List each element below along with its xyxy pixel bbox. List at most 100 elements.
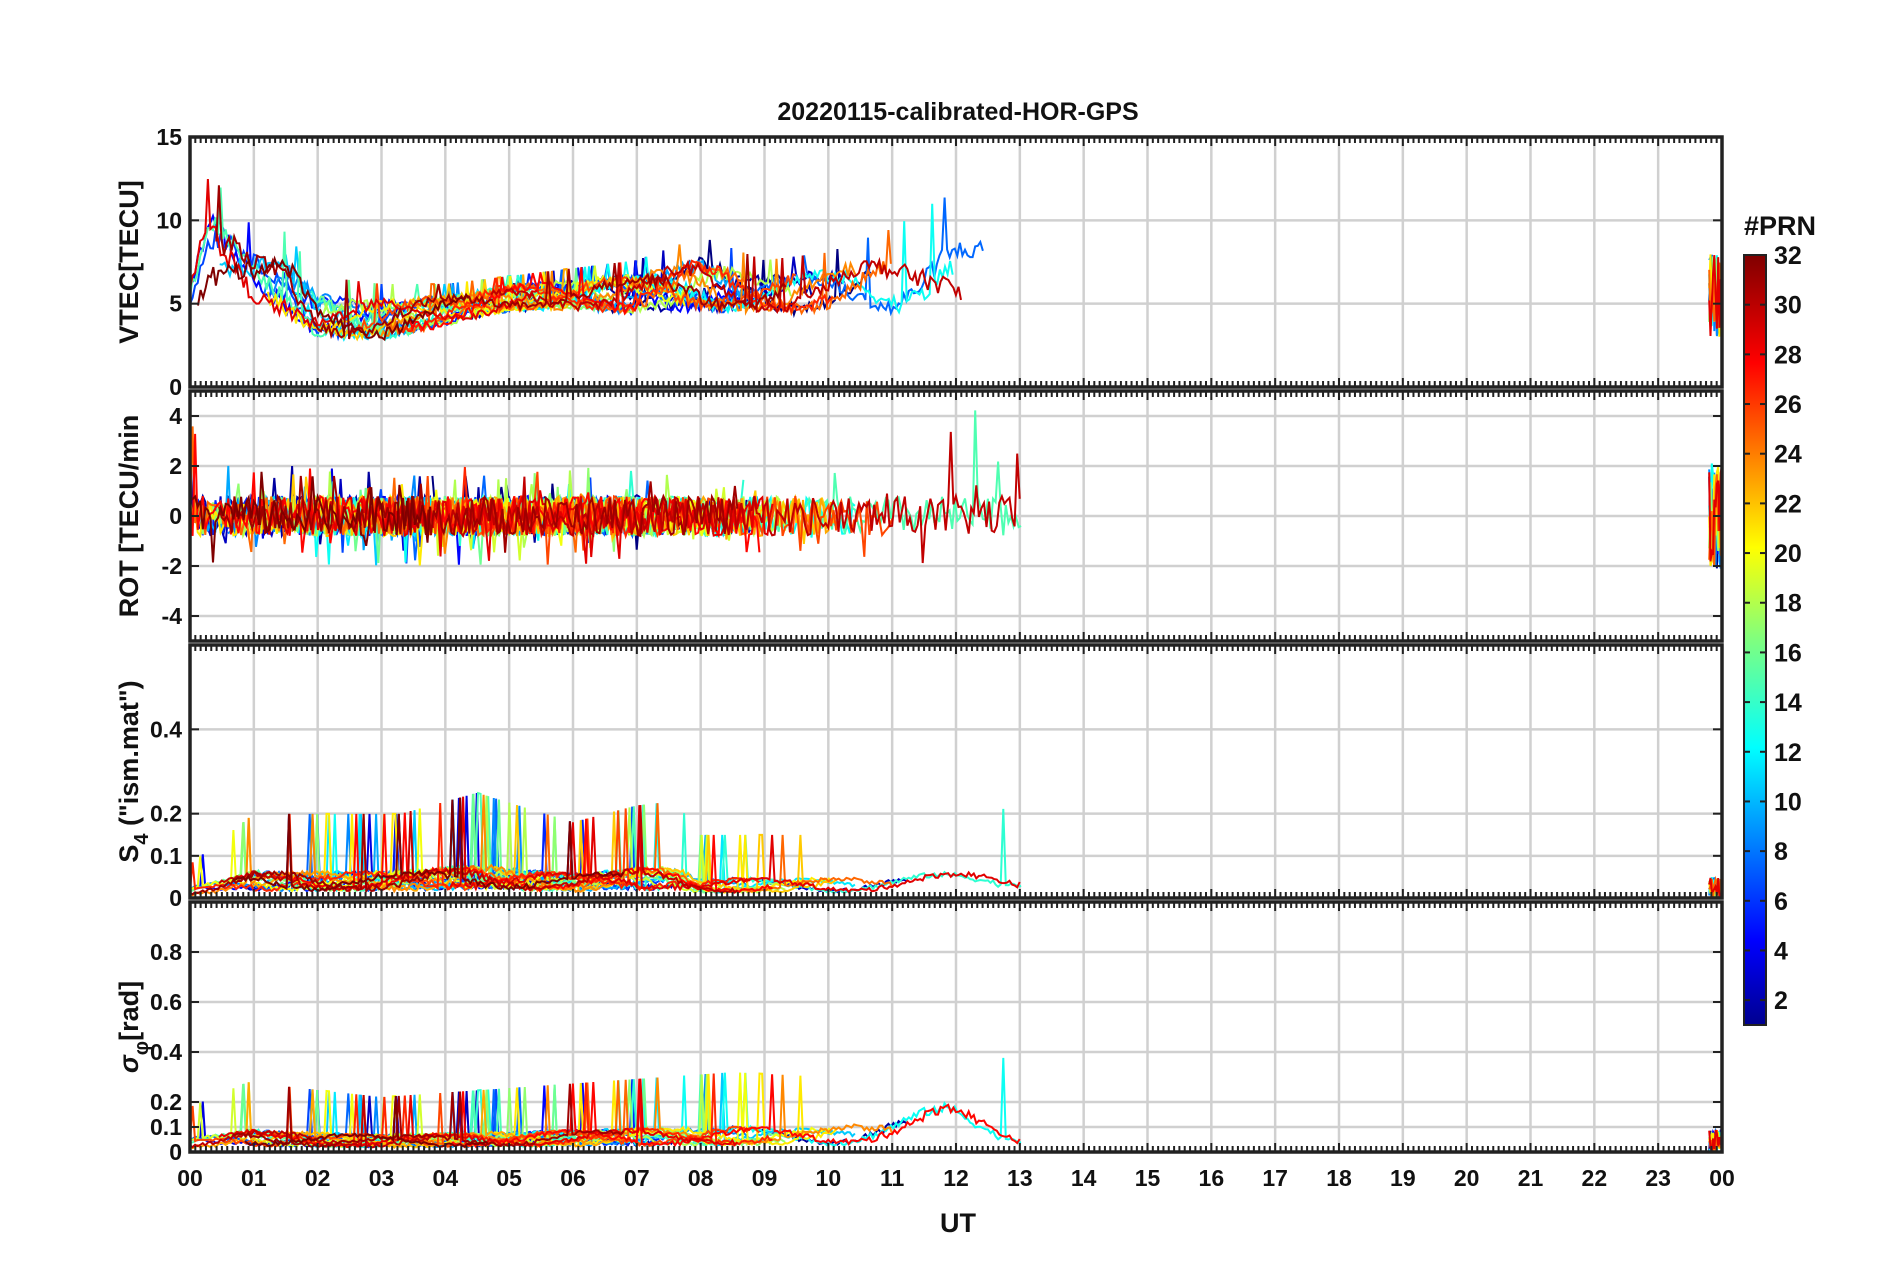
x-tick-label: 23 [1645, 1165, 1671, 1191]
series-line [493, 1072, 837, 1148]
y-tick-label: 0.2 [150, 801, 182, 827]
x-tick-label: 02 [305, 1165, 331, 1191]
series-line [493, 805, 837, 894]
grid-lines [188, 135, 1724, 389]
colorbar-title: #PRN [1744, 211, 1816, 241]
x-tick-label: 19 [1390, 1165, 1416, 1191]
series-line [401, 1074, 894, 1149]
y-tick-label: 10 [156, 207, 182, 233]
series-line [387, 808, 644, 892]
y-axis-label-main: S [114, 845, 144, 863]
series-line [232, 1083, 625, 1149]
x-ticks [189, 645, 1723, 898]
y-tick-label: 4 [169, 403, 182, 429]
x-tick-label: 18 [1326, 1165, 1352, 1191]
colorbar-tick-label: 2 [1774, 987, 1788, 1015]
x-tick-label: 15 [1135, 1165, 1161, 1191]
x-tick-label: 11 [880, 1165, 905, 1191]
y-tick-label: -4 [162, 603, 183, 629]
traces [190, 1057, 1722, 1152]
x-tick-label: 00 [1709, 1165, 1735, 1191]
colorbar-tick-label: 8 [1774, 838, 1788, 866]
series-line [218, 1078, 739, 1149]
y-axis-label: ROT [TECU/min [114, 415, 144, 618]
y-tick-label: 0 [169, 503, 182, 529]
panel-4: 00.10.2 0.4 0.6 0.8 σφ[rad] 00 01 02 03 04 05 06 07 0… [114, 900, 1735, 1191]
y-tick-label: 0 [169, 1139, 182, 1165]
x-tick-label: 14 [1071, 1165, 1097, 1191]
colorbar-tick-label: 16 [1774, 639, 1802, 667]
series-line [218, 805, 739, 894]
series-line [190, 179, 538, 331]
grid-lines [188, 902, 1724, 1154]
series-line [232, 797, 625, 893]
series-line [449, 1074, 1021, 1149]
grid-lines [188, 645, 1724, 900]
series-line [449, 431, 1021, 564]
series-line [449, 796, 1021, 894]
x-tick-label: 07 [624, 1165, 650, 1191]
x-tick-label: 22 [1582, 1165, 1608, 1191]
x-ticks [189, 391, 1723, 641]
y-tick-label: 0.4 [150, 1039, 182, 1065]
colorbar-tick-label: 28 [1774, 341, 1802, 369]
y-axis-label-main: σ [114, 1054, 144, 1073]
y-tick-label: 5 [169, 291, 182, 317]
y-tick-label: 0.4 [150, 716, 182, 742]
colorbar-tick-label: 32 [1774, 242, 1802, 270]
series-line [190, 813, 431, 896]
traces [190, 791, 1722, 898]
y-tick-label: 0.1 [150, 1114, 182, 1140]
x-tick-label: 06 [560, 1165, 586, 1191]
series-line [1708, 255, 1722, 337]
x-ticks [189, 137, 1723, 387]
y-tick-label: 15 [156, 124, 182, 150]
colorbar-gradient [1743, 254, 1767, 1026]
y-tick-label: 2 [169, 453, 182, 479]
x-tick-label: 17 [1262, 1165, 1288, 1191]
colorbar-tick-label: 22 [1774, 490, 1802, 518]
series-line [244, 1096, 489, 1148]
series-line [190, 471, 431, 563]
series-line [218, 475, 739, 553]
x-tick-label: 00 [177, 1165, 203, 1191]
x-tick-label: 04 [433, 1165, 459, 1191]
y-tick-label: 0 [169, 374, 182, 400]
x-tick-label: 01 [241, 1165, 267, 1191]
panel-1: 0 5 10 15 VTEC[TECU] [114, 124, 1724, 400]
y-axis-label: S4 ("ism.mat") [114, 680, 153, 862]
y-tick-label: 0.2 [150, 1089, 182, 1115]
traces [190, 179, 1722, 342]
traces [190, 410, 1722, 569]
series-line [215, 185, 787, 340]
x-tick-label: 12 [943, 1165, 969, 1191]
y-axis-label-sub: φ [131, 1041, 153, 1055]
x-ticks [189, 902, 1723, 1152]
y-tick-label: 0.1 [150, 843, 182, 869]
colorbar-tick-label: 26 [1774, 391, 1802, 419]
y-tick-label: 0 [169, 885, 182, 911]
colorbar-tick-label: 10 [1774, 788, 1802, 816]
colorbar-tick-label: 6 [1774, 888, 1788, 916]
colorbar-tick-label: 14 [1774, 689, 1802, 717]
panel-2: -4 -2 0 2 4 ROT [TECU/min [114, 389, 1724, 643]
y-axis-label: VTEC[TECU] [114, 180, 144, 344]
colorbar-tick-label: 4 [1774, 937, 1788, 965]
x-tick-label: 13 [1007, 1165, 1033, 1191]
x-tick-label: 08 [688, 1165, 714, 1191]
series-line [401, 803, 894, 893]
series-line [233, 1073, 773, 1149]
chart-title: 20220115-calibrated-HOR-GPS [777, 98, 1138, 126]
y-axis-label-rest: ("ism.mat") [114, 680, 144, 833]
series-line [233, 812, 773, 895]
x-axis-label: UT [940, 1208, 976, 1238]
y-tick-label: 0.6 [150, 989, 182, 1015]
colorbar-tick-label: 20 [1774, 540, 1802, 568]
colorbar-tick-label: 30 [1774, 292, 1802, 320]
x-tick-label: 10 [816, 1165, 842, 1191]
y-tick-label: -2 [162, 553, 182, 579]
x-tick-label: 09 [752, 1165, 778, 1191]
